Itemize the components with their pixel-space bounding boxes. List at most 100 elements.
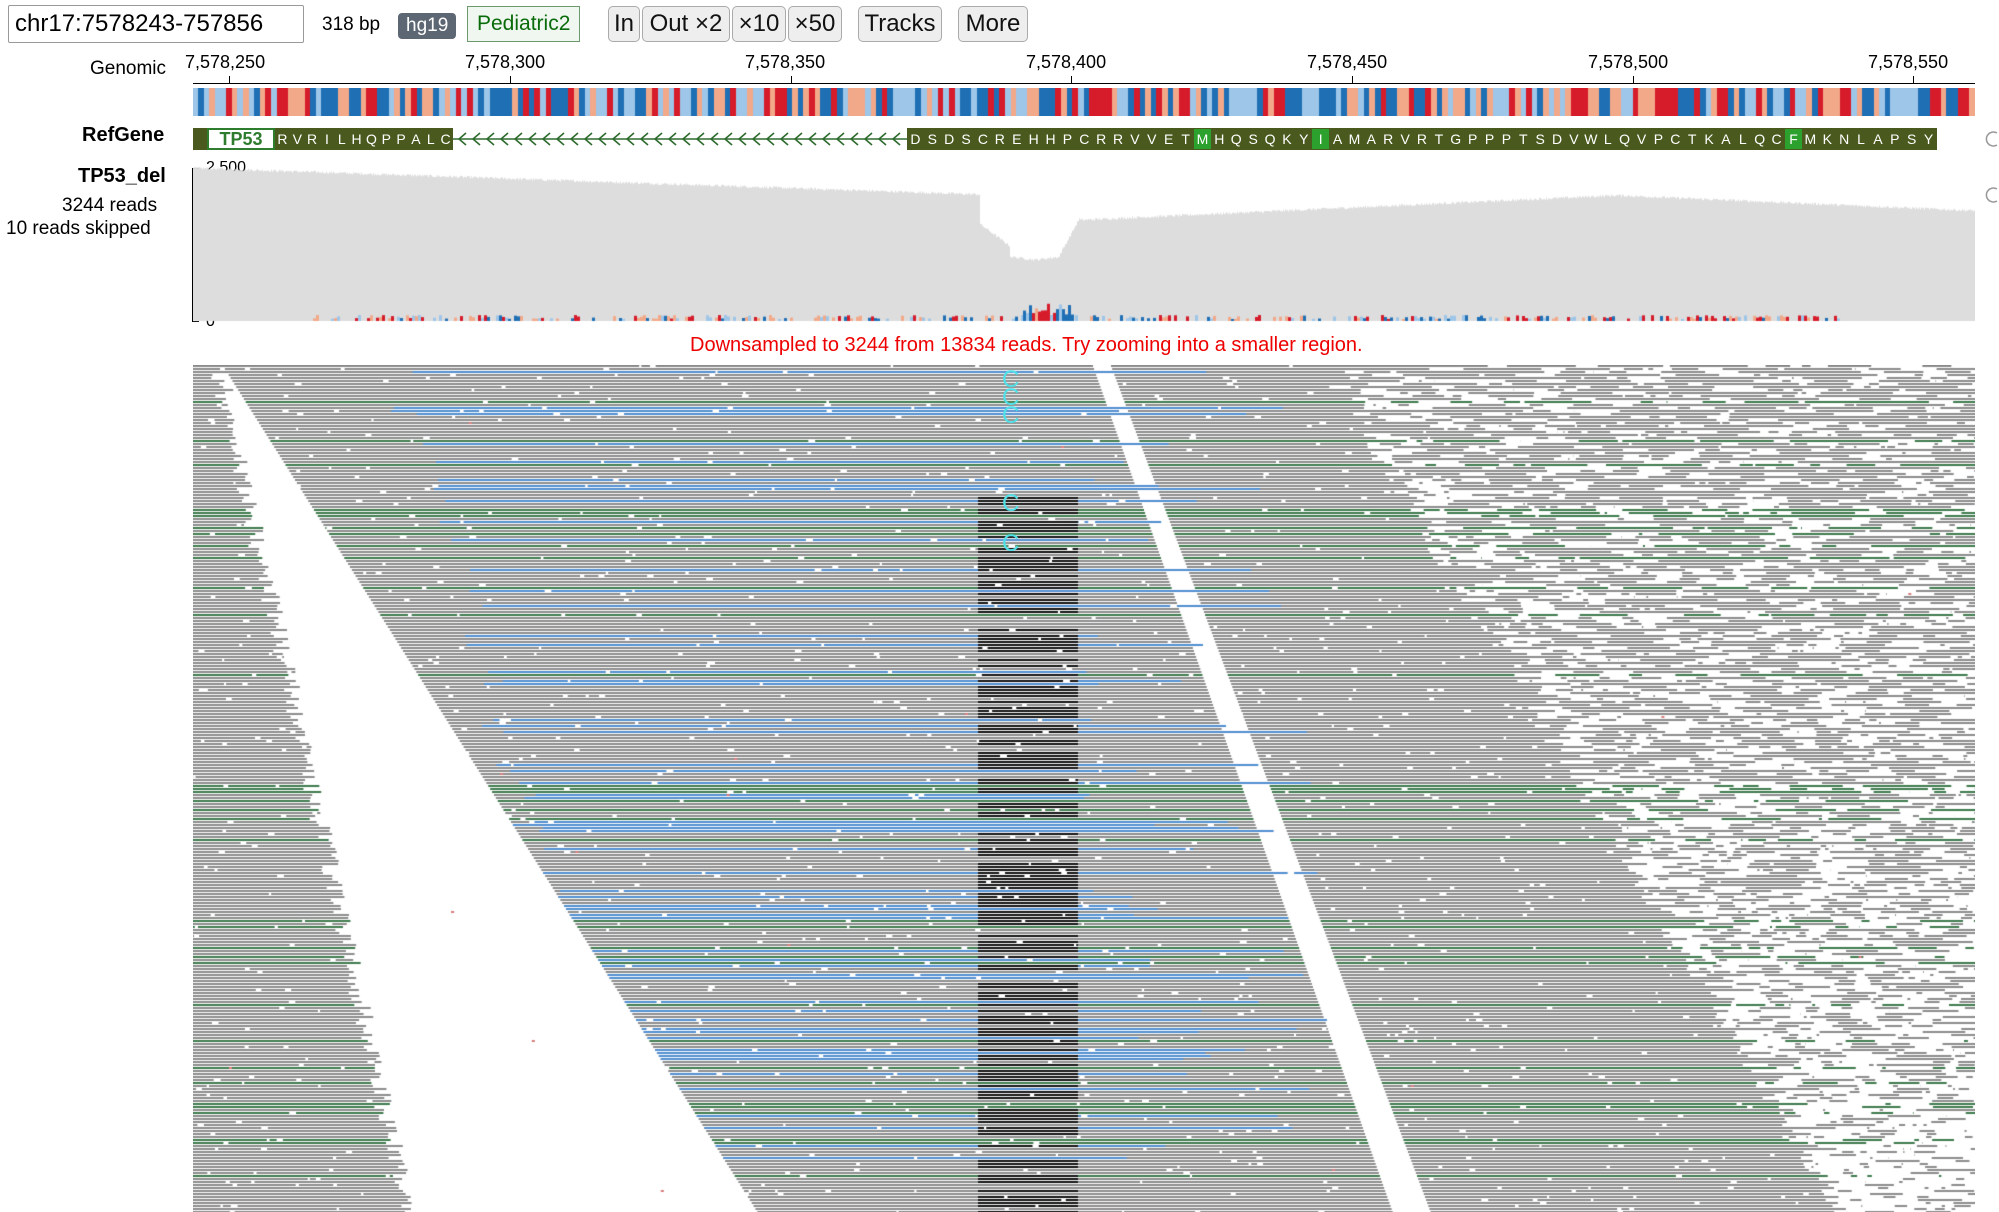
ruler-tick <box>229 76 230 84</box>
ruler-tick-label: 7,578,300 <box>465 52 546 72</box>
ruler-tick <box>1913 76 1914 84</box>
amino-acid: C <box>1670 131 1681 147</box>
ruler-tick <box>791 76 792 84</box>
tracks-button[interactable]: Tracks <box>858 6 942 42</box>
reference-sequence-track[interactable] <box>193 88 1975 116</box>
amino-acid: H <box>351 131 362 147</box>
amino-acid: L <box>426 131 435 147</box>
amino-acid: H <box>1028 131 1039 147</box>
amino-acid: T <box>1434 131 1444 147</box>
zoom-in-button[interactable]: In <box>608 6 640 42</box>
coverage-plot[interactable] <box>193 164 1975 324</box>
refgene-track-label: RefGene <box>82 124 165 146</box>
amino-acid: A <box>1721 131 1731 147</box>
amino-acid: P <box>1890 131 1900 147</box>
track-menu-icon[interactable] <box>1983 186 1999 204</box>
gene-exon-left[interactable] <box>275 128 453 150</box>
amino-acid: M <box>1194 129 1211 149</box>
genome-badge[interactable]: hg19 <box>398 13 457 39</box>
amino-acid: S <box>961 131 971 147</box>
amino-acid: G <box>1450 131 1462 147</box>
amino-acid: C <box>1771 131 1782 147</box>
ruler-tick <box>1071 76 1072 84</box>
amino-acid: H <box>1045 131 1056 147</box>
amino-acid: K <box>1282 131 1292 147</box>
dataset-button[interactable]: Pediatric2 <box>467 6 581 42</box>
amino-acid: V <box>1636 131 1647 147</box>
reads-pileup[interactable] <box>193 365 1975 1212</box>
amino-acid: W <box>1584 131 1598 147</box>
amino-acid: S <box>1906 131 1917 147</box>
amino-acid: R <box>1096 131 1107 147</box>
zoom-out-10-button[interactable]: ×10 <box>732 6 786 42</box>
amino-acid: P <box>1062 131 1073 147</box>
amino-acid: K <box>1822 131 1832 147</box>
amino-acid: Q <box>1264 131 1276 147</box>
insertion-mark[interactable]: C <box>1002 402 1020 429</box>
amino-acid: V <box>1569 131 1579 147</box>
downsample-warning: Downsampled to 3244 from 13834 reads. Tr… <box>690 334 1363 356</box>
ruler-tick <box>1352 76 1353 84</box>
insertion-mark[interactable]: C <box>1002 384 1020 411</box>
amino-acid: P <box>381 131 391 147</box>
position-input[interactable] <box>8 5 304 43</box>
gene-name-label[interactable]: TP53 <box>207 128 275 150</box>
amino-acid: C <box>440 131 451 147</box>
ruler-tick-label: 7,578,550 <box>1868 52 1949 72</box>
amino-acid: R <box>1383 131 1394 147</box>
amino-acid: P <box>396 131 406 147</box>
amino-acid: I <box>324 131 329 147</box>
amino-acid: F <box>1785 129 1802 149</box>
amino-acid: D <box>910 131 921 147</box>
amino-acid: L <box>1738 131 1747 147</box>
amino-acid: R <box>994 131 1005 147</box>
ruler-tick-label: 7,578,350 <box>745 52 826 72</box>
amino-acid: T <box>1687 131 1697 147</box>
amino-acid: L <box>337 131 346 147</box>
amino-acid: V <box>1130 131 1140 147</box>
zoom-out-50-button[interactable]: ×50 <box>788 6 842 42</box>
amino-acid: S <box>1248 131 1258 147</box>
zoom-out-button[interactable]: Out ×2 <box>642 6 730 42</box>
ruler-label: Genomic <box>90 58 167 79</box>
amino-acid: T <box>1181 131 1190 147</box>
amino-acid: L <box>1603 131 1612 147</box>
amino-acid: Y <box>1299 131 1309 147</box>
amino-acid: H <box>1214 131 1225 147</box>
amino-acid: A <box>1332 131 1343 147</box>
amino-acid: E <box>1164 131 1174 147</box>
reads-count-label: 3244 reads <box>62 195 158 216</box>
bam-track-name: TP53_del <box>78 165 166 187</box>
gene-exon-right[interactable] <box>907 128 1937 150</box>
amino-acid: K <box>1704 131 1714 147</box>
amino-acid: A <box>1366 131 1376 147</box>
amino-acid: D <box>944 131 955 147</box>
amino-acid: T <box>1519 131 1528 147</box>
insertion-mark[interactable]: C <box>1002 366 1020 393</box>
amino-acid: Q <box>365 131 377 147</box>
ruler-tick <box>510 76 511 84</box>
gene-exon-start[interactable] <box>193 128 207 150</box>
amino-acid: R <box>307 131 318 147</box>
amino-acid: L <box>1857 131 1865 147</box>
amino-acid: N <box>1839 131 1850 147</box>
track-menu-icon[interactable] <box>1983 130 1999 148</box>
ruler-tick-label: 7,578,400 <box>1026 52 1107 72</box>
amino-acid: V <box>1147 131 1157 147</box>
amino-acid: R <box>277 131 288 147</box>
amino-acid: R <box>1416 131 1428 147</box>
insertion-mark[interactable]: C <box>1002 490 1020 517</box>
skipped-reads-label: 10 reads skipped <box>6 218 151 239</box>
more-button[interactable]: More <box>958 6 1028 42</box>
amino-acid: P <box>1467 131 1478 147</box>
ruler-axis-line <box>193 83 1975 84</box>
coverage-axis-line <box>192 168 193 322</box>
span-label: 318 bp <box>322 14 381 35</box>
amino-acid: I <box>1312 129 1330 149</box>
insertion-mark[interactable]: C <box>1002 530 1020 557</box>
amino-acid: A <box>411 131 421 147</box>
amino-acid: Q <box>1230 131 1242 147</box>
amino-acid: S <box>927 131 937 147</box>
amino-acid: M <box>1804 131 1817 147</box>
amino-acid: V <box>1400 131 1410 147</box>
